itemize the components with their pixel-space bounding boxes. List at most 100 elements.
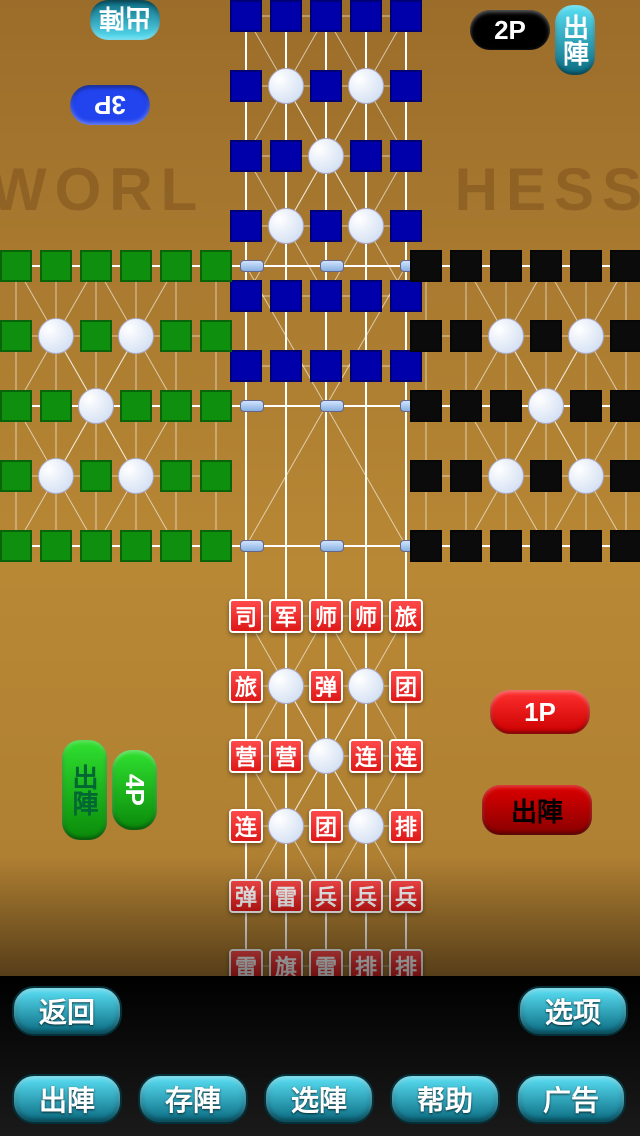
ad-button[interactable]: 广告 xyxy=(516,1074,626,1124)
piece-团[interactable]: 团 xyxy=(309,809,343,843)
board-square[interactable] xyxy=(390,210,422,242)
board-square[interactable] xyxy=(230,140,262,172)
p4-deploy-button[interactable]: 出陣 xyxy=(62,740,107,840)
board-square[interactable] xyxy=(450,530,482,562)
board-square[interactable] xyxy=(0,460,32,492)
board-square[interactable] xyxy=(230,350,262,382)
board-square[interactable] xyxy=(350,280,382,312)
piece-师[interactable]: 师 xyxy=(309,599,343,633)
board-square[interactable] xyxy=(390,140,422,172)
board-square[interactable] xyxy=(570,530,602,562)
camp-circle[interactable] xyxy=(268,68,304,104)
camp-circle[interactable] xyxy=(348,68,384,104)
board-square[interactable] xyxy=(530,320,562,352)
options-button[interactable]: 选项 xyxy=(518,986,628,1036)
board-square[interactable] xyxy=(390,70,422,102)
board-square[interactable] xyxy=(120,530,152,562)
board-square[interactable] xyxy=(160,460,192,492)
camp-circle[interactable] xyxy=(348,668,384,704)
p1-deploy-button[interactable]: 出陣 xyxy=(482,785,592,835)
p3-deploy-button[interactable]: 出陣 xyxy=(90,0,160,40)
piece-司[interactable]: 司 xyxy=(229,599,263,633)
piece-排[interactable]: 排 xyxy=(389,809,423,843)
piece-营[interactable]: 营 xyxy=(229,739,263,773)
piece-营[interactable]: 营 xyxy=(269,739,303,773)
camp-circle[interactable] xyxy=(38,458,74,494)
board-square[interactable] xyxy=(450,460,482,492)
board-square[interactable] xyxy=(390,350,422,382)
board-square[interactable] xyxy=(390,280,422,312)
piece-团[interactable]: 团 xyxy=(389,669,423,703)
camp-circle[interactable] xyxy=(118,318,154,354)
board-square[interactable] xyxy=(410,390,442,422)
board-square[interactable] xyxy=(310,280,342,312)
deploy-button[interactable]: 出陣 xyxy=(12,1074,122,1124)
piece-军[interactable]: 军 xyxy=(269,599,303,633)
save-button[interactable]: 存陣 xyxy=(138,1074,248,1124)
board-square[interactable] xyxy=(530,250,562,282)
board-square[interactable] xyxy=(200,250,232,282)
camp-circle[interactable] xyxy=(268,668,304,704)
camp-circle[interactable] xyxy=(568,318,604,354)
board-square[interactable] xyxy=(200,390,232,422)
board-square[interactable] xyxy=(610,460,640,492)
board-square[interactable] xyxy=(160,320,192,352)
piece-连[interactable]: 连 xyxy=(349,739,383,773)
board-square[interactable] xyxy=(160,250,192,282)
camp-circle[interactable] xyxy=(348,808,384,844)
board-square[interactable] xyxy=(80,250,112,282)
board-square[interactable] xyxy=(120,390,152,422)
board-square[interactable] xyxy=(160,530,192,562)
board-square[interactable] xyxy=(230,210,262,242)
board-square[interactable] xyxy=(350,140,382,172)
p2-deploy-button[interactable]: 出陣 xyxy=(555,5,595,75)
board-square[interactable] xyxy=(200,530,232,562)
board-square[interactable] xyxy=(410,320,442,352)
game-board[interactable]: 司军师师旅旅弹团营营连连连团排弹雷兵兵兵雷旗雷排排 xyxy=(0,0,640,1000)
board-square[interactable] xyxy=(270,0,302,32)
board-square[interactable] xyxy=(40,390,72,422)
board-square[interactable] xyxy=(410,250,442,282)
board-square[interactable] xyxy=(80,460,112,492)
camp-circle[interactable] xyxy=(268,808,304,844)
board-square[interactable] xyxy=(450,250,482,282)
camp-circle[interactable] xyxy=(308,138,344,174)
board-square[interactable] xyxy=(0,530,32,562)
camp-circle[interactable] xyxy=(488,458,524,494)
board-square[interactable] xyxy=(570,390,602,422)
camp-circle[interactable] xyxy=(78,388,114,424)
board-square[interactable] xyxy=(450,320,482,352)
board-square[interactable] xyxy=(230,70,262,102)
board-square[interactable] xyxy=(570,250,602,282)
board-square[interactable] xyxy=(310,210,342,242)
board-square[interactable] xyxy=(270,280,302,312)
piece-旅[interactable]: 旅 xyxy=(229,669,263,703)
board-square[interactable] xyxy=(80,320,112,352)
board-square[interactable] xyxy=(310,0,342,32)
camp-circle[interactable] xyxy=(568,458,604,494)
board-square[interactable] xyxy=(610,530,640,562)
board-square[interactable] xyxy=(610,250,640,282)
load-button[interactable]: 选陣 xyxy=(264,1074,374,1124)
board-square[interactable] xyxy=(350,0,382,32)
camp-circle[interactable] xyxy=(348,208,384,244)
board-square[interactable] xyxy=(270,140,302,172)
piece-师[interactable]: 师 xyxy=(349,599,383,633)
board-square[interactable] xyxy=(390,0,422,32)
board-square[interactable] xyxy=(230,280,262,312)
piece-连[interactable]: 连 xyxy=(229,809,263,843)
camp-circle[interactable] xyxy=(488,318,524,354)
board-square[interactable] xyxy=(160,390,192,422)
camp-circle[interactable] xyxy=(268,208,304,244)
board-square[interactable] xyxy=(0,390,32,422)
board-square[interactable] xyxy=(230,0,262,32)
board-square[interactable] xyxy=(0,320,32,352)
piece-旅[interactable]: 旅 xyxy=(389,599,423,633)
board-square[interactable] xyxy=(530,460,562,492)
board-square[interactable] xyxy=(310,70,342,102)
board-square[interactable] xyxy=(80,530,112,562)
board-square[interactable] xyxy=(490,250,522,282)
camp-circle[interactable] xyxy=(528,388,564,424)
board-square[interactable] xyxy=(0,250,32,282)
board-square[interactable] xyxy=(120,250,152,282)
